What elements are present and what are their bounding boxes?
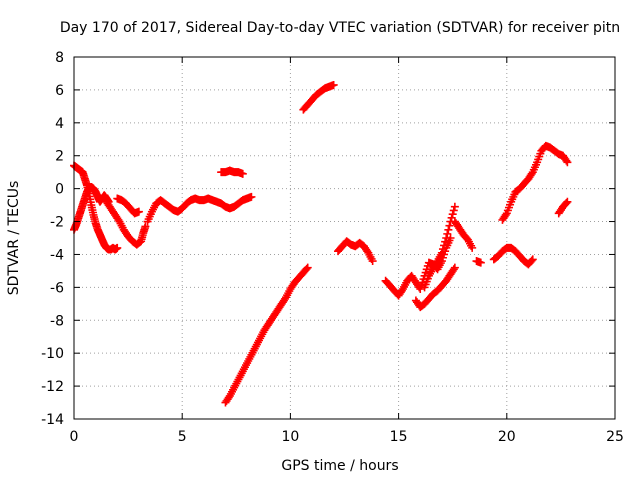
data-point-series-7	[329, 80, 338, 89]
data-point-series-2	[141, 222, 150, 231]
data-point-series-10	[449, 265, 458, 274]
data-point-series-16	[562, 199, 571, 208]
chart-title: Day 170 of 2017, Sidereal Day-to-day VTE…	[60, 20, 620, 36]
y-tick-label: -14	[41, 412, 64, 428]
data-point-series-11	[449, 206, 458, 215]
y-tick-label: -6	[50, 280, 64, 296]
data-point-series-6	[302, 264, 311, 273]
x-tick-label: 10	[281, 429, 299, 445]
y-tick-label: -10	[41, 346, 64, 362]
y-tick-label: 0	[55, 182, 64, 198]
data-point-series-6	[303, 263, 312, 272]
x-tick-label: 25	[606, 429, 624, 445]
x-tick-label: 15	[390, 429, 408, 445]
y-tick-label: 6	[55, 83, 64, 99]
data-point-series-11	[444, 225, 453, 234]
y-axis-label: SDTVAR / TECUs	[6, 181, 22, 296]
y-tick-label: 4	[55, 116, 64, 132]
data-point-series-11	[450, 202, 459, 211]
x-tick-label: 0	[70, 429, 79, 445]
data-points	[70, 80, 572, 407]
data-point-series-15	[527, 169, 536, 178]
data-point-series-8	[368, 257, 377, 266]
data-point-series-12	[468, 243, 477, 252]
data-point-series-4	[247, 192, 256, 201]
data-point-series-14	[528, 255, 537, 264]
data-point-series-5	[238, 169, 247, 178]
data-point-series-11	[442, 234, 451, 242]
data-point-series-15	[501, 210, 510, 219]
plot-frame	[73, 56, 616, 420]
data-point-series-10	[450, 263, 459, 272]
y-tick-label: -2	[50, 215, 64, 231]
data-point-series-15	[562, 156, 571, 165]
data-point-series-11	[437, 248, 446, 257]
data-point-series-11	[443, 229, 452, 238]
data-point-series-13	[476, 258, 485, 267]
data-point-series-14	[527, 256, 536, 265]
data-point-series-0	[113, 243, 122, 252]
y-tick-label: 8	[55, 50, 64, 66]
x-axis-label: GPS time / hours	[281, 458, 398, 474]
data-point-series-15	[563, 158, 572, 167]
data-point-series-11	[438, 245, 447, 254]
y-tick-label: 2	[55, 149, 64, 165]
data-point-series-16	[563, 197, 572, 206]
y-tick-label: -4	[50, 247, 64, 263]
axis-ticks: 0 5 10 15 20 25 -14 -12 -10 -8 -6 -4 -2 0 2 4 6 8	[41, 50, 624, 445]
data-point-series-11	[440, 241, 449, 250]
data-point-series-11	[441, 237, 450, 246]
grid-lines	[74, 57, 615, 419]
y-tick-label: -8	[50, 313, 64, 329]
x-tick-label: 20	[498, 429, 516, 445]
data-point-series-3	[134, 207, 143, 216]
x-tick-label: 5	[178, 429, 187, 445]
y-tick-label: -12	[41, 379, 64, 395]
data-point-series-11	[445, 221, 454, 230]
data-point-series-11	[448, 210, 457, 219]
